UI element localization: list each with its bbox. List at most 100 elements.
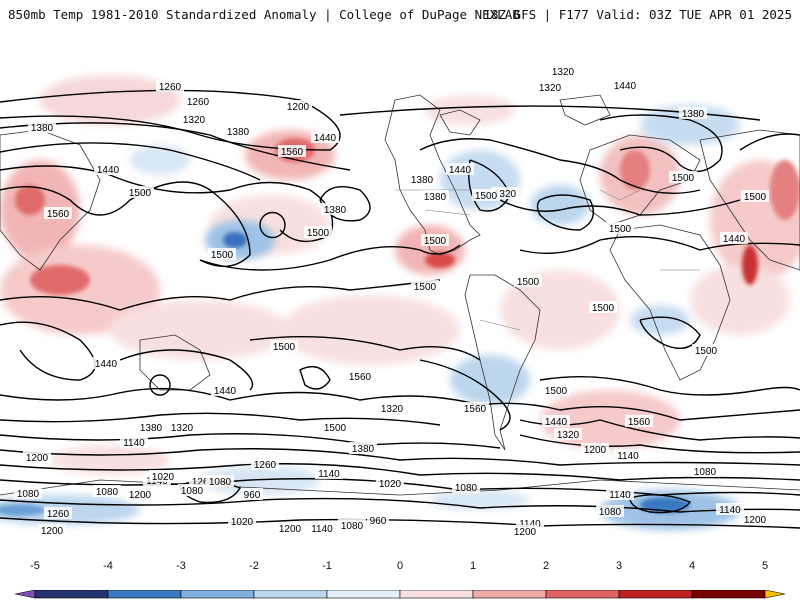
warm-anomaly-core: [620, 150, 650, 190]
contour-label: 960: [370, 516, 387, 527]
contour-label-bg: [44, 507, 72, 519]
contour-line: [0, 517, 800, 529]
contour-label-bg: [606, 488, 634, 500]
contour-line: [419, 359, 511, 431]
contour-label: 1320: [539, 83, 562, 94]
contour-label: 1260: [187, 97, 210, 108]
contour-label-bg: [315, 467, 343, 479]
contour-label: 1200: [584, 445, 607, 456]
contour-label-bg: [741, 513, 769, 525]
contour-line: [539, 375, 800, 396]
contour-label: 1380: [324, 205, 347, 216]
colorbar-arrow-high: [764, 590, 786, 599]
warm-anomaly-area: [690, 265, 790, 335]
warm-anomaly-area: [280, 295, 460, 365]
contour-label: 1440: [314, 133, 337, 144]
contour-label: 1200: [41, 526, 64, 537]
contour-label: 1380: [424, 192, 447, 203]
contour-label: 1380: [227, 127, 250, 138]
contour-label: 1500: [211, 250, 234, 261]
contour-label-bg: [536, 81, 564, 93]
contour-label-bg: [126, 488, 154, 500]
colorbar-tick-label: -5: [30, 560, 40, 572]
contour-label-bg: [625, 415, 653, 427]
contour-line: [639, 316, 701, 349]
contour-label: 1440: [97, 165, 120, 176]
contour-label-bg: [211, 384, 239, 396]
contour-line: [249, 335, 481, 361]
contour-label: 1500: [695, 346, 718, 357]
contour-label: 1200: [279, 524, 302, 535]
contour-label: 1200: [514, 527, 537, 538]
country-borders: [395, 189, 700, 331]
contour-label-bg: [411, 280, 439, 292]
contour-label-bg: [346, 370, 374, 382]
colorbar-segment: [34, 590, 109, 599]
australia-outline: [139, 334, 211, 391]
contour-label-bg: [180, 113, 208, 125]
contour-label: 1140: [519, 519, 541, 530]
contour-label-bg: [614, 449, 642, 461]
contour-label-bg: [206, 475, 234, 487]
north-america-outline: [384, 94, 481, 256]
contour-label-bg: [691, 465, 719, 477]
contour-label: 1500: [424, 236, 447, 247]
colorbar: -5 -4 -3 -2 -1 0 1 2 3 4 5: [0, 560, 800, 600]
weather-map[interactable]: 1320 1260 1260 1200 1380 1320 1380 1440 1560 1440…: [0, 40, 800, 540]
contour-line: [599, 114, 723, 173]
colorbar-tick-label: 0: [396, 560, 404, 572]
contour-label: 1200: [129, 490, 152, 501]
asia-east-outline: [699, 129, 800, 271]
contour-label-bg: [376, 477, 404, 489]
contour-label: 1080: [96, 487, 119, 498]
contour-label-bg: [338, 519, 366, 531]
contour-label-bg: [241, 488, 263, 500]
contour-label-bg: [716, 503, 744, 515]
contour-label: 1320: [183, 115, 206, 126]
contour-label: 1080: [209, 477, 232, 488]
colorbar-tick-label: -4: [103, 560, 113, 572]
contour-label-bg: [208, 248, 236, 260]
contour-line: [0, 412, 441, 426]
contour-label: 1440: [545, 417, 568, 428]
contour-label-bg: [741, 190, 769, 202]
colorbar-tick-label: 5: [761, 560, 769, 572]
contour-label: 1560: [281, 147, 304, 158]
contour-label-bg: [126, 186, 154, 198]
contour-label-bg: [38, 524, 66, 536]
colorbar-tick-labels: -5 -4 -3 -2 -1 0 1 2 3 4 5: [0, 560, 800, 576]
contour-label-bg: [321, 421, 349, 433]
contour-line: [499, 199, 741, 216]
contour-line: [629, 494, 692, 514]
contour-label: 1500: [744, 192, 767, 203]
contour-label-bg: [92, 357, 120, 369]
contour-label-bg: [581, 443, 609, 455]
contour-label: 1560: [349, 372, 372, 383]
contour-label-bg: [511, 525, 539, 537]
height-contours: [0, 89, 800, 529]
contour-label: 1440: [214, 386, 237, 397]
contour-label: 1500: [672, 173, 695, 184]
warm-anomaly-area: [500, 270, 620, 350]
contour-line: [149, 374, 171, 396]
contour-label-bg: [149, 470, 177, 482]
cold-anomaly-area: [630, 305, 690, 335]
contour-label: 1140: [311, 524, 333, 535]
contour-label-bg: [421, 190, 449, 202]
contour-label-bg: [270, 340, 298, 352]
contour-label: 1020: [152, 472, 175, 483]
contour-label-bg: [367, 514, 389, 526]
contour-label-bg: [461, 402, 489, 414]
contour-line: [0, 497, 800, 513]
contour-label-bg: [321, 203, 349, 215]
contour-label-bg: [228, 515, 256, 527]
contour-label-bg: [23, 451, 51, 463]
header: 850mb Temp 1981-2010 Standardized Anomal…: [0, 0, 800, 40]
cold-anomaly-area: [450, 355, 530, 405]
europe-outline: [579, 134, 701, 226]
colorbar-arrow-low: [14, 590, 36, 599]
contour-label-bg: [251, 458, 279, 470]
africa-outline: [609, 224, 731, 381]
contour-label-bg: [549, 65, 577, 77]
contour-label: 1140: [719, 505, 741, 516]
